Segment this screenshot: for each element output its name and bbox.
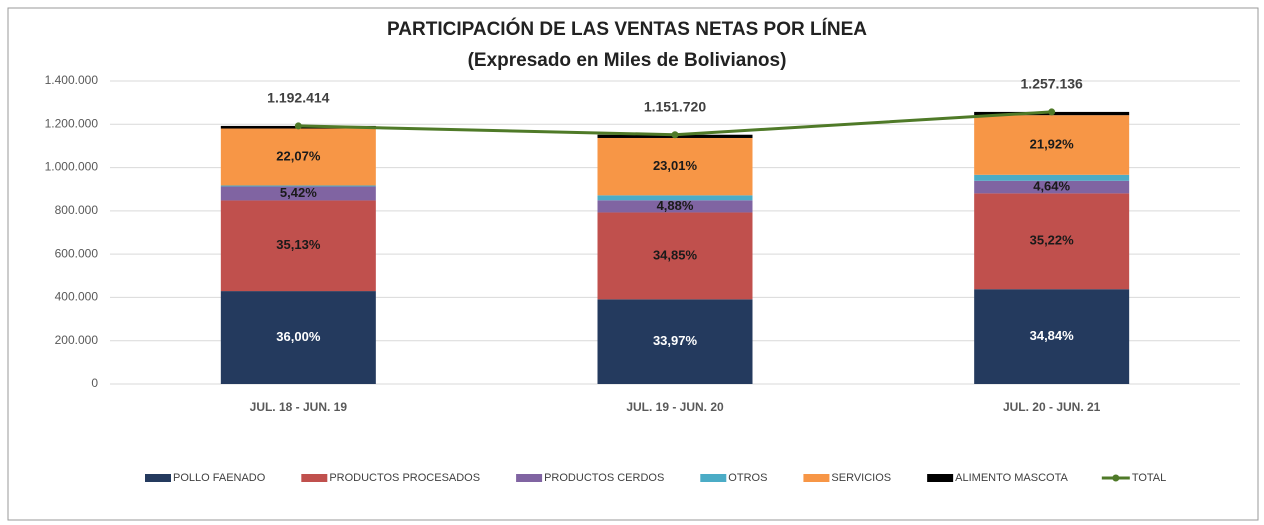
total-label: 1.257.136 (1021, 76, 1083, 92)
share-label: 5,42% (280, 185, 317, 200)
legend-label: POLLO FAENADO (173, 472, 266, 484)
bar-segment (220, 200, 376, 292)
share-label: 4,88% (657, 198, 694, 213)
y-tick-label: 1.400.000 (45, 73, 99, 87)
legend-label: SERVICIOS (831, 472, 891, 484)
legend-swatch (145, 474, 171, 482)
bar-segment (974, 180, 1130, 194)
x-tick-label: JUL. 20 - JUN. 21 (1003, 400, 1101, 414)
legend-swatch (700, 474, 727, 482)
share-label: 35,22% (1030, 233, 1075, 248)
y-tick-label: 800.000 (55, 203, 99, 217)
share-label: 35,13% (276, 237, 321, 252)
share-label: 33,97% (653, 333, 698, 348)
bar-segment (597, 137, 753, 196)
total-label: 1.192.414 (267, 90, 329, 106)
legend-swatch (516, 474, 543, 482)
x-tick-label: JUL. 18 - JUN. 19 (250, 400, 348, 414)
bar-segment (220, 186, 376, 201)
total-marker (1048, 108, 1056, 116)
share-label: 36,00% (276, 329, 321, 344)
legend-label: PRODUCTOS PROCESADOS (329, 472, 480, 484)
legend-swatch (927, 474, 954, 482)
bar-segment (974, 174, 1130, 181)
bar-segment (220, 185, 376, 187)
legend-label: OTROS (728, 472, 767, 484)
y-tick-label: 1.000.000 (45, 160, 99, 174)
x-tick-label: JUL. 19 - JUN. 20 (626, 400, 724, 414)
bar-segment (220, 291, 376, 384)
total-marker (294, 122, 302, 130)
share-label: 23,01% (653, 158, 698, 173)
bar-segment (597, 200, 753, 213)
bar-segment (597, 212, 753, 300)
legend-label: TOTAL (1132, 472, 1166, 484)
share-label: 22,07% (276, 148, 321, 163)
bar-segment (974, 193, 1130, 290)
y-tick-label: 0 (91, 376, 98, 390)
chart-subtitle: (Expresado en Miles de Bolivianos) (468, 50, 787, 71)
y-tick-label: 200.000 (55, 333, 99, 347)
share-label: 21,92% (1030, 136, 1075, 151)
bar-segment (220, 128, 376, 186)
bar-segment (974, 289, 1130, 384)
share-label: 34,85% (653, 247, 698, 262)
legend-marker (1112, 474, 1120, 482)
share-label: 4,64% (1033, 179, 1070, 194)
total-marker (671, 131, 679, 139)
y-tick-label: 400.000 (55, 290, 99, 304)
y-tick-label: 600.000 (55, 246, 99, 260)
y-tick-label: 1.200.000 (45, 116, 99, 130)
bar-segment (597, 299, 753, 384)
legend-swatch (803, 474, 830, 482)
legend-label: PRODUCTOS CERDOS (544, 472, 664, 484)
legend-swatch (301, 474, 328, 482)
bar-segment (597, 195, 753, 201)
chart-title: PARTICIPACIÓN DE LAS VENTAS NETAS POR LÍ… (387, 18, 867, 40)
legend-label: ALIMENTO MASCOTA (955, 472, 1068, 484)
bar-segment (974, 115, 1130, 175)
share-label: 34,84% (1030, 328, 1075, 343)
total-label: 1.151.720 (644, 98, 706, 114)
